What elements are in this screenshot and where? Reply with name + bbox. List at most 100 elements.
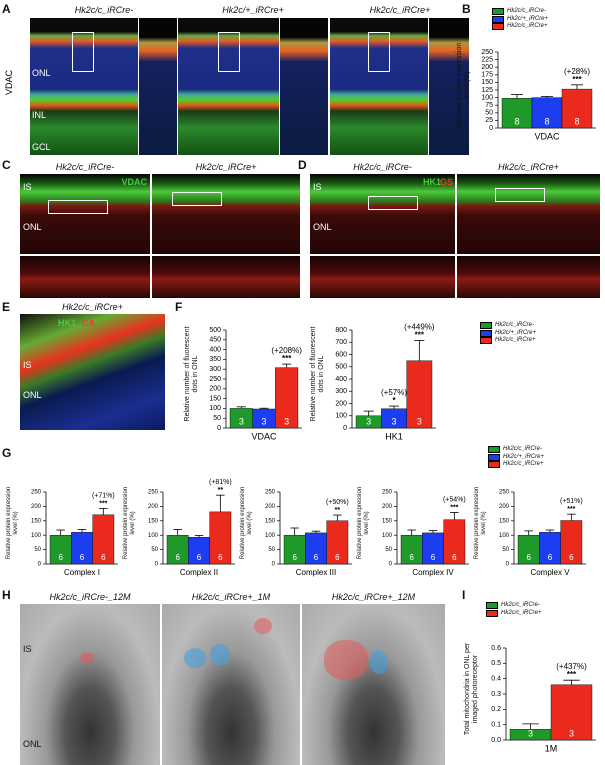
legend: Hk2c/c_iRCre- Hk2c/+_iRCre+ Hk2c/c_iRCre+ xyxy=(480,322,536,345)
layer-label: INL xyxy=(32,110,47,120)
y-tick-label: 150 xyxy=(382,518,393,524)
genotype-label: Hk2c/c_iRCre+ xyxy=(62,302,123,312)
layer-label: ONL xyxy=(32,68,51,78)
y-tick-label: 200 xyxy=(499,504,510,510)
n-label: 8 xyxy=(574,116,579,126)
electron-micrograph: IS ONL xyxy=(20,604,160,765)
legend-swatch xyxy=(488,453,500,461)
change-label: (+51%) xyxy=(560,498,583,505)
y-tick-label: 50 xyxy=(385,547,392,553)
y-tick-label: 150 xyxy=(481,79,493,86)
y-tick-label: 250 xyxy=(481,49,493,56)
y-tick-label: 350 xyxy=(209,356,221,363)
y-tick-label: 0.3 xyxy=(491,691,501,698)
y-tick-label: 700 xyxy=(335,339,347,346)
y-tick-label: 300 xyxy=(209,366,221,373)
mitochondrion xyxy=(324,640,368,680)
zoom-box xyxy=(368,32,390,72)
micrograph-zoom xyxy=(20,256,150,298)
legend-entry: Hk2c/+_iRCre+ xyxy=(480,330,536,338)
legend-entry: Hk2c/c_iRCre+ xyxy=(480,337,536,345)
y-tick-label: 0 xyxy=(506,562,510,568)
y-tick-label: 100 xyxy=(335,413,347,420)
x-axis-label: Complex II xyxy=(180,568,218,577)
y-tick-label: 0.1 xyxy=(491,722,501,729)
significance: *** xyxy=(282,354,292,363)
micrograph-zoom xyxy=(152,256,300,298)
panel-letter: H xyxy=(2,588,11,602)
micrograph-zoom xyxy=(457,256,600,298)
layer-label: IS xyxy=(23,644,32,654)
error-bar xyxy=(428,530,438,533)
bar-chart: 0 50 100 150 200 250 6 6 6 ***(+51%) Complex V xyxy=(499,490,586,577)
error-bar xyxy=(571,84,583,90)
genotype-label: Hk2c/c_iRCre- xyxy=(74,5,134,15)
legend: Hk2c/c_iRCre- Hk2c/c_iRCre+ xyxy=(486,602,542,617)
legend-entry: Hk2c/c_iRCre+ xyxy=(492,23,548,31)
y-tick-label: 50 xyxy=(268,547,275,553)
bar-chart: 0 50 100 150 200 250 6 6 6 **(+81%) Complex II xyxy=(148,479,235,577)
bar-chart: 0 50 100 150 200 250 6 6 6 **(+50%) Complex III xyxy=(265,490,352,577)
n-label: 6 xyxy=(452,553,457,562)
y-axis-label: Relative protein expression level (%) xyxy=(123,486,136,560)
bar xyxy=(443,519,466,565)
genotype-label: Hk2c/c_iRCre+ xyxy=(195,162,257,172)
significance: ** xyxy=(218,487,224,494)
micrograph xyxy=(457,174,600,254)
bar xyxy=(92,514,115,565)
n-label: 3 xyxy=(528,728,533,738)
n-label: 6 xyxy=(58,553,63,562)
y-tick-label: 75 xyxy=(485,102,493,109)
y-axis-label: Relative protein expression level (%) xyxy=(455,42,471,128)
error-bar xyxy=(77,529,87,533)
bar-chart: 0 50 100 150 200 250 6 6 6 ***(+54%) Complex IV xyxy=(382,490,469,577)
bar-chart: 0.0 0.1 0.2 0.3 0.4 0.5 0.6 3 3 ***(+437%) 1M xyxy=(491,645,596,753)
bar xyxy=(209,511,232,565)
legend-label: Hk2c/c_iRCre- xyxy=(501,602,541,608)
n-label: 3 xyxy=(417,416,422,426)
channel-label: CA xyxy=(82,318,95,328)
y-tick-label: 250 xyxy=(148,490,159,496)
legend-swatch xyxy=(492,23,504,31)
error-bar xyxy=(56,529,65,536)
y-tick-label: 0 xyxy=(38,562,42,568)
legend: Hk2c/c_iRCre- Hk2c/+_iRCre+ Hk2c/c_iRCre+ xyxy=(492,8,548,31)
significance: *** xyxy=(572,75,582,84)
genotype-label: Hk2c/c_iRCre+ xyxy=(498,162,559,172)
legend: Hk2c/c_iRCre- Hk2c/+_iRCre+ Hk2c/c_iRCre+ xyxy=(488,446,544,469)
n-label: 6 xyxy=(80,553,85,562)
zoom-box xyxy=(218,32,240,72)
legend-swatch xyxy=(488,461,500,469)
error-bar xyxy=(194,535,204,538)
error-bar xyxy=(407,529,416,536)
mitochondrion xyxy=(184,648,206,668)
y-tick-label: 150 xyxy=(499,518,510,524)
change-label: (+28%) xyxy=(564,67,590,76)
y-tick-label: 250 xyxy=(499,490,510,496)
significance: *** xyxy=(99,500,107,507)
n-label: 6 xyxy=(314,553,319,562)
micrograph xyxy=(152,174,300,254)
n-label: 6 xyxy=(175,553,180,562)
bar xyxy=(406,360,433,429)
y-tick-label: 0 xyxy=(389,562,393,568)
y-tick-label: 25 xyxy=(485,117,493,124)
legend-label: Hk2c/c_iRCre+ xyxy=(501,609,542,616)
micrograph xyxy=(330,18,428,155)
legend-swatch xyxy=(486,609,498,617)
legend-label: Hk2c/c_iRCre+ xyxy=(495,337,536,343)
y-tick-label: 0.6 xyxy=(491,645,501,652)
error-bar xyxy=(236,406,246,409)
y-tick-label: 300 xyxy=(335,388,347,395)
y-tick-label: 100 xyxy=(265,533,276,539)
error-bar xyxy=(388,405,400,409)
layer-label: ONL xyxy=(23,390,42,400)
legend-swatch xyxy=(480,329,492,337)
x-axis-label: Complex III xyxy=(296,568,336,577)
electron-micrograph xyxy=(162,604,300,765)
genotype-label: Hk2c/c_iRCre-_12M xyxy=(49,592,131,602)
error-bar xyxy=(414,340,425,361)
error-bar xyxy=(450,512,459,520)
x-axis-label: Complex V xyxy=(530,568,570,577)
legend-swatch xyxy=(480,322,492,330)
